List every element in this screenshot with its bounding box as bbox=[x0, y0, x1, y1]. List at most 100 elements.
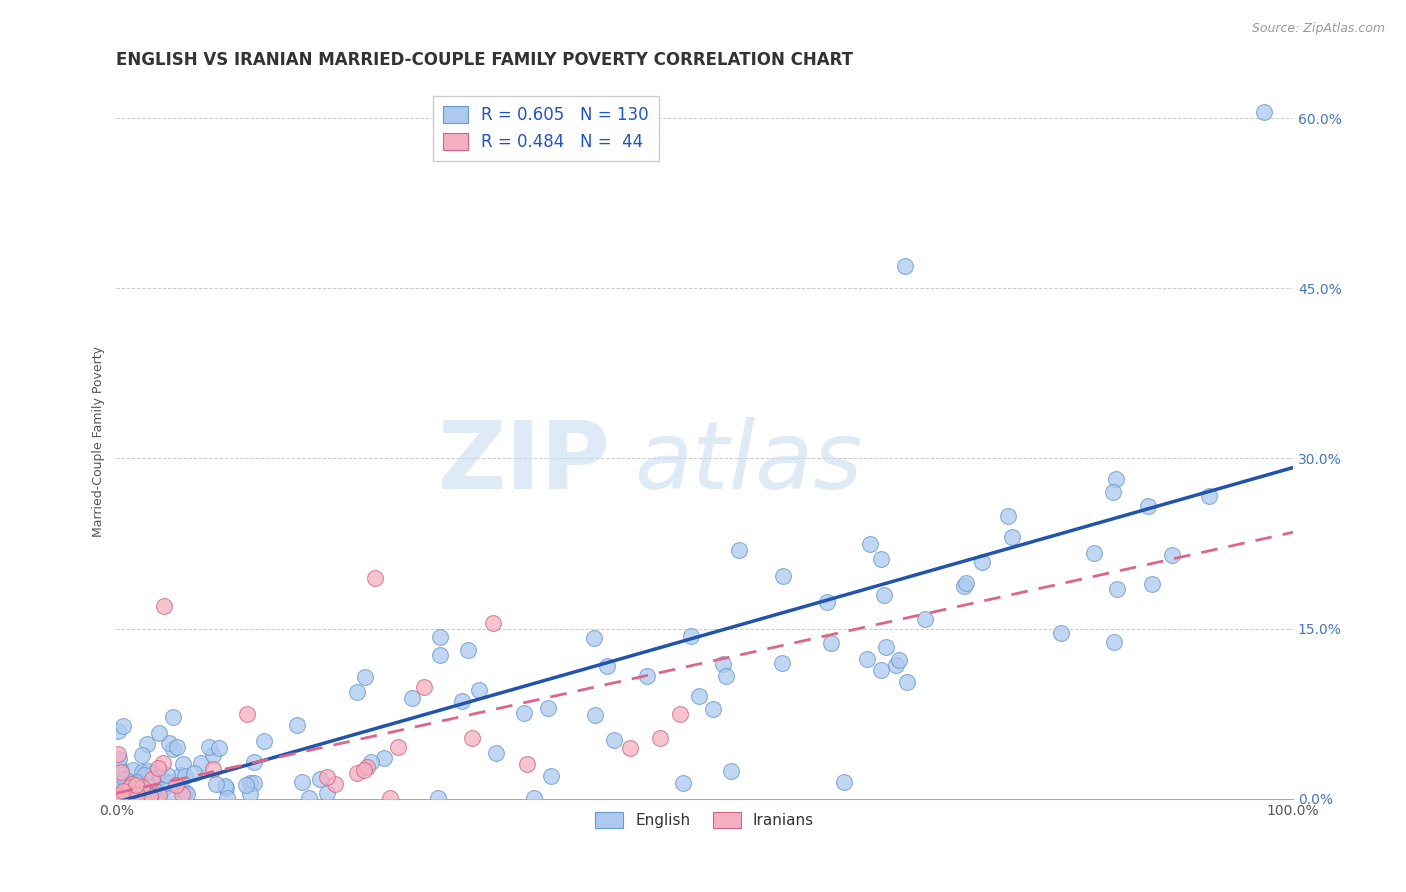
Point bbox=[356, 760, 378, 774]
Point bbox=[603, 733, 626, 747]
Point bbox=[291, 774, 314, 789]
Point bbox=[235, 778, 257, 792]
Point bbox=[215, 780, 238, 795]
Point bbox=[121, 783, 143, 797]
Point bbox=[468, 683, 491, 698]
Point bbox=[136, 737, 159, 751]
Point bbox=[190, 756, 212, 771]
Legend: English, Iranians: English, Iranians bbox=[589, 805, 820, 834]
Point bbox=[214, 779, 236, 793]
Point bbox=[120, 790, 142, 805]
Point bbox=[401, 690, 423, 705]
Point bbox=[108, 789, 131, 804]
Point bbox=[727, 542, 749, 557]
Point bbox=[688, 689, 710, 703]
Point bbox=[125, 775, 148, 789]
Point bbox=[873, 588, 896, 602]
Point bbox=[157, 736, 180, 750]
Point bbox=[107, 782, 129, 797]
Point bbox=[110, 789, 132, 804]
Point bbox=[972, 555, 994, 569]
Point bbox=[679, 629, 702, 643]
Point bbox=[457, 643, 479, 657]
Point bbox=[1102, 484, 1125, 499]
Point bbox=[596, 659, 619, 673]
Point bbox=[107, 723, 129, 738]
Point bbox=[205, 776, 228, 790]
Point bbox=[832, 775, 855, 789]
Point bbox=[894, 259, 917, 273]
Point bbox=[875, 640, 897, 654]
Point bbox=[855, 652, 877, 666]
Point bbox=[1050, 626, 1073, 640]
Point bbox=[429, 648, 451, 663]
Point bbox=[159, 776, 181, 790]
Point bbox=[772, 569, 794, 583]
Point bbox=[373, 750, 395, 764]
Point bbox=[110, 789, 132, 803]
Point bbox=[112, 785, 135, 799]
Point bbox=[1102, 635, 1125, 649]
Point bbox=[165, 778, 187, 792]
Point bbox=[582, 632, 605, 646]
Point bbox=[202, 762, 225, 776]
Point bbox=[114, 772, 136, 786]
Point bbox=[1083, 546, 1105, 560]
Point bbox=[720, 764, 742, 778]
Point bbox=[148, 788, 170, 802]
Point bbox=[1001, 530, 1024, 544]
Point bbox=[364, 571, 387, 585]
Point bbox=[142, 782, 165, 797]
Point bbox=[513, 706, 536, 721]
Point bbox=[114, 772, 136, 787]
Point bbox=[540, 769, 562, 783]
Point bbox=[183, 765, 205, 780]
Point bbox=[125, 778, 148, 792]
Point bbox=[325, 777, 347, 791]
Point bbox=[285, 717, 308, 731]
Point bbox=[208, 741, 231, 756]
Point bbox=[110, 764, 132, 779]
Point bbox=[111, 783, 134, 797]
Point bbox=[537, 701, 560, 715]
Point bbox=[118, 780, 141, 795]
Point bbox=[896, 675, 918, 690]
Point bbox=[378, 790, 401, 805]
Point bbox=[1107, 582, 1129, 596]
Point bbox=[353, 763, 375, 777]
Point bbox=[131, 747, 153, 762]
Point bbox=[450, 694, 472, 708]
Point bbox=[239, 787, 262, 801]
Point bbox=[121, 785, 143, 799]
Point bbox=[884, 658, 907, 673]
Point bbox=[121, 777, 143, 791]
Point bbox=[354, 670, 377, 684]
Point bbox=[668, 706, 690, 721]
Point bbox=[413, 680, 436, 694]
Point bbox=[955, 575, 977, 590]
Point bbox=[129, 781, 152, 796]
Point bbox=[482, 615, 505, 630]
Point bbox=[172, 757, 194, 772]
Point bbox=[820, 636, 842, 650]
Point bbox=[516, 756, 538, 771]
Point bbox=[914, 612, 936, 626]
Point bbox=[134, 784, 156, 798]
Y-axis label: Married-Couple Family Poverty: Married-Couple Family Poverty bbox=[93, 346, 105, 537]
Point bbox=[152, 756, 174, 770]
Point bbox=[316, 786, 339, 800]
Point bbox=[142, 765, 165, 780]
Point bbox=[1105, 472, 1128, 486]
Point bbox=[636, 668, 658, 682]
Point bbox=[139, 789, 162, 804]
Point bbox=[139, 789, 162, 804]
Point bbox=[583, 707, 606, 722]
Point bbox=[198, 739, 221, 754]
Point bbox=[309, 772, 332, 787]
Point bbox=[236, 707, 259, 722]
Point bbox=[152, 599, 174, 613]
Point bbox=[115, 789, 138, 803]
Point bbox=[162, 742, 184, 756]
Point bbox=[239, 776, 262, 790]
Point bbox=[107, 758, 129, 772]
